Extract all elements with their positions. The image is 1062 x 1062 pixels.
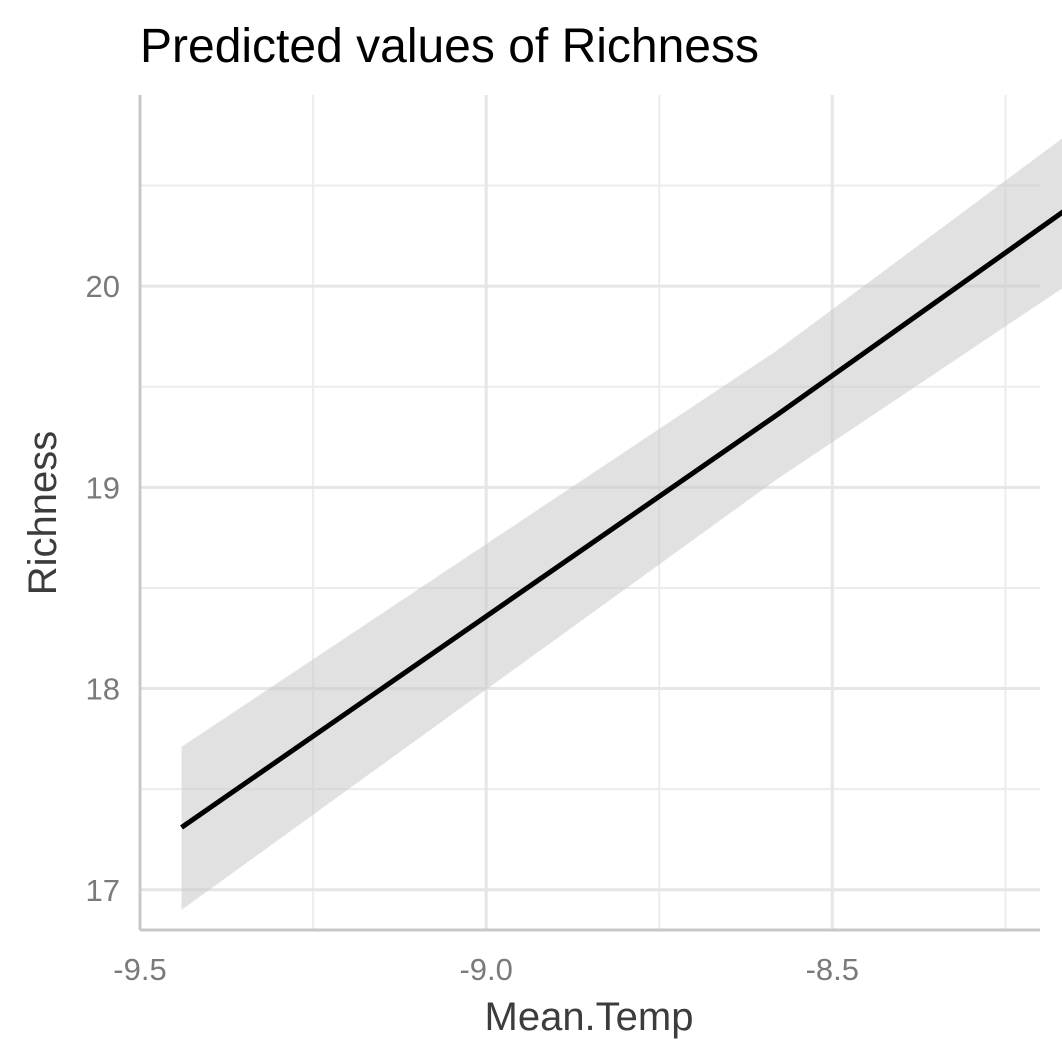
x-tick-label: -9.5	[113, 952, 166, 987]
y-axis-title: Richness	[21, 431, 65, 596]
y-tick-label: 17	[86, 873, 120, 908]
y-tick-label: 19	[86, 470, 120, 505]
prediction-lines	[180, 209, 1062, 830]
chart-title: Predicted values of Richness	[140, 20, 759, 73]
prediction-line	[180, 209, 1062, 830]
x-tick-label: -8.5	[806, 952, 859, 987]
x-tick-labels: -9.5 -9.0 -8.5	[113, 952, 859, 987]
y-tick-labels: 17 18 19 20	[86, 269, 120, 908]
y-tick-label: 20	[86, 269, 120, 304]
y-tick-label: 18	[86, 672, 120, 707]
x-axis-title: Mean.Temp	[485, 995, 694, 1039]
axes	[138, 95, 1040, 932]
x-tick-label: -9.0	[459, 952, 512, 987]
